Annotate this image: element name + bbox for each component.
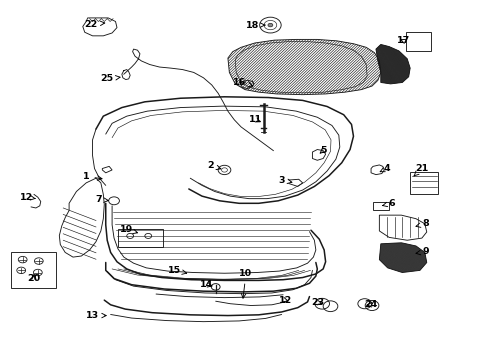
Text: 9: 9 xyxy=(416,247,429,256)
Text: 8: 8 xyxy=(416,219,429,228)
Text: 15: 15 xyxy=(168,266,187,275)
Text: 6: 6 xyxy=(383,199,395,208)
Text: 7: 7 xyxy=(95,195,108,204)
Text: 13: 13 xyxy=(86,311,106,320)
Text: 18: 18 xyxy=(245,21,265,30)
Text: 3: 3 xyxy=(278,176,292,185)
Text: 24: 24 xyxy=(365,300,378,309)
Text: 19: 19 xyxy=(120,225,138,234)
Text: 11: 11 xyxy=(249,115,262,124)
Text: 10: 10 xyxy=(240,269,252,298)
Bar xyxy=(118,229,163,247)
Text: 16: 16 xyxy=(233,78,253,87)
Text: 4: 4 xyxy=(380,164,390,173)
Bar xyxy=(410,172,439,194)
Bar xyxy=(406,32,431,51)
Text: 2: 2 xyxy=(207,161,221,170)
Text: 20: 20 xyxy=(27,274,41,283)
Text: 25: 25 xyxy=(100,75,120,84)
Text: 1: 1 xyxy=(83,172,102,181)
Text: 17: 17 xyxy=(397,36,411,45)
Text: 5: 5 xyxy=(320,146,326,155)
Text: 12: 12 xyxy=(278,296,292,305)
Text: 12: 12 xyxy=(20,193,36,202)
Circle shape xyxy=(268,23,273,27)
Text: 21: 21 xyxy=(414,164,428,176)
Text: 23: 23 xyxy=(311,298,324,307)
Text: 14: 14 xyxy=(200,280,214,289)
Bar xyxy=(11,252,56,288)
Bar xyxy=(373,202,389,210)
Text: 22: 22 xyxy=(84,19,105,28)
